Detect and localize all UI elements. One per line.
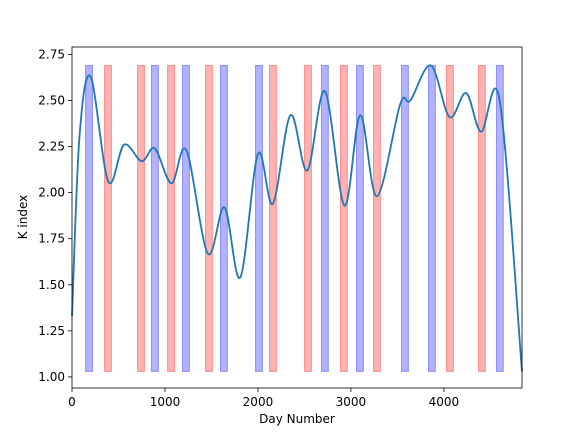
band [446, 64, 454, 372]
x-axis-label: Day Number [259, 412, 335, 426]
band [340, 64, 348, 372]
x-tick-label: 1000 [150, 395, 181, 409]
line [71, 64, 523, 372]
band [356, 64, 364, 372]
band [85, 64, 93, 372]
band [104, 64, 112, 372]
band [167, 64, 175, 372]
x-tick-label: 0 [68, 395, 76, 409]
y-axis-label: K index [16, 195, 30, 240]
band [255, 64, 263, 372]
y-tick-label: 2.75 [38, 47, 65, 61]
y-tick-label: 2.50 [38, 93, 65, 107]
x-tick-label: 2000 [243, 395, 274, 409]
y-tick-label: 1.00 [38, 370, 65, 384]
x-tick-label: 4000 [429, 395, 460, 409]
band [320, 64, 329, 372]
band [304, 64, 312, 372]
band [495, 64, 504, 372]
band [150, 64, 159, 372]
y-tick-label: 1.25 [38, 324, 65, 338]
band [427, 64, 436, 372]
y-tick-label: 2.00 [38, 186, 65, 200]
band [219, 64, 228, 372]
band [477, 64, 486, 372]
band [182, 64, 190, 372]
band [205, 64, 213, 372]
y-tick-label: 2.25 [38, 140, 65, 154]
band [373, 64, 381, 372]
band [137, 64, 145, 372]
band [401, 64, 409, 372]
plot-frame [71, 46, 523, 389]
y-tick-label: 1.50 [38, 278, 65, 292]
band [268, 64, 277, 372]
x-tick-label: 3000 [336, 395, 367, 409]
y-tick-label: 1.75 [38, 232, 65, 246]
